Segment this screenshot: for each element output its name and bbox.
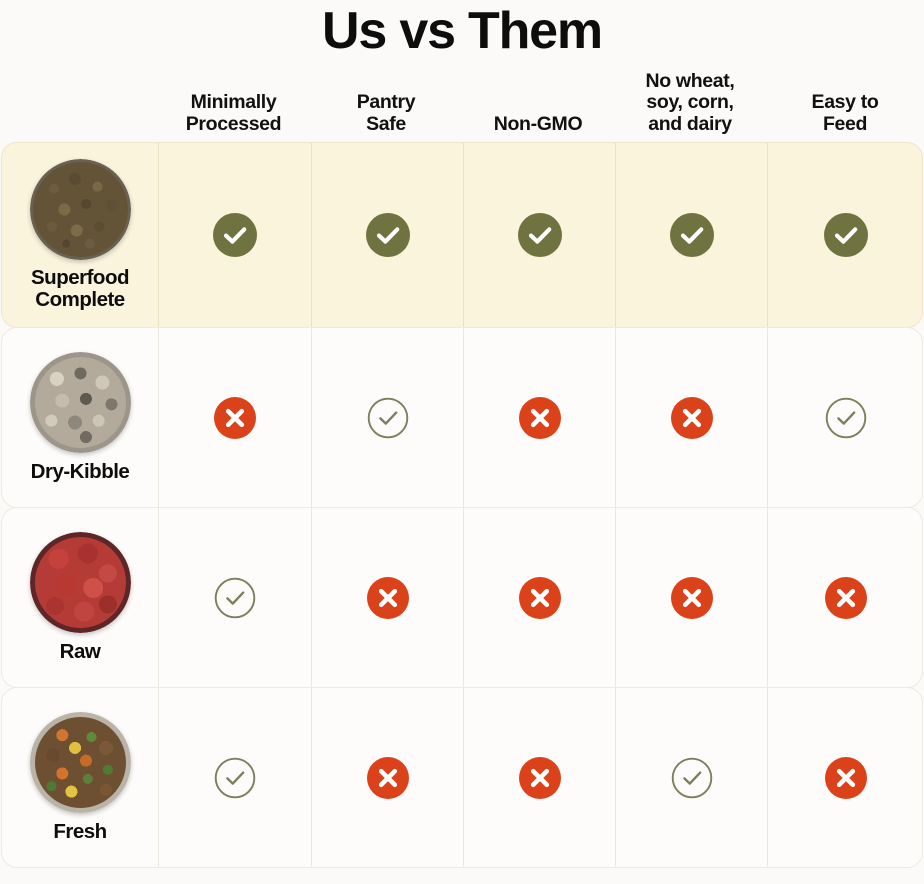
bowl-fresh-food-image (29, 711, 131, 813)
product-label: Dry-Kibble (30, 459, 130, 483)
header-line: and dairy (648, 113, 732, 136)
header-cell-pantry-safe: Pantry Safe (310, 91, 462, 142)
cross-icon (825, 756, 867, 799)
product-label: Raw (59, 639, 101, 663)
cell-minimally-processed (158, 328, 311, 507)
cell-minimally-processed (158, 143, 311, 327)
product-label: Superfood Complete (31, 265, 130, 311)
table-body: Superfood Complete (0, 142, 924, 868)
cell-no-wheat-soy-corn-dairy (615, 328, 767, 507)
check-filled-icon (824, 213, 868, 257)
cell-pantry-safe (311, 508, 463, 687)
cell-easy-to-feed (767, 508, 924, 687)
header-line: Non-GMO (493, 113, 583, 136)
cell-non-gmo (463, 328, 615, 507)
product-label-line: Complete (35, 288, 125, 311)
cross-icon (214, 396, 256, 439)
cell-minimally-processed (158, 688, 311, 867)
bowl-superfood-kibble-image (29, 158, 131, 260)
table-row[interactable]: Dry-Kibble (1, 327, 923, 508)
check-outline-icon (825, 397, 867, 439)
header-line: Easy to (811, 91, 879, 114)
table-row[interactable]: Fresh (1, 687, 923, 868)
product-cell: Dry-Kibble (2, 328, 158, 507)
header-line: Feed (822, 113, 868, 136)
check-outline-icon (367, 397, 409, 439)
cross-icon (518, 576, 561, 619)
table-row[interactable]: Superfood Complete (1, 142, 923, 328)
header-line: Pantry (356, 91, 416, 114)
header-line: soy, corn, (646, 91, 734, 114)
cross-icon (518, 396, 561, 439)
cross-icon (366, 576, 409, 619)
table-row[interactable]: Raw (1, 507, 923, 688)
page-title: Us vs Them (322, 2, 603, 60)
cross-icon (670, 576, 713, 619)
product-cell: Raw (2, 508, 158, 687)
cell-minimally-processed (158, 508, 311, 687)
cross-icon (670, 396, 713, 439)
header-line: Minimally (190, 91, 277, 114)
cross-icon (825, 576, 867, 619)
check-outline-icon (671, 757, 713, 799)
check-filled-icon (517, 213, 562, 257)
header-line: No wheat, (645, 69, 735, 92)
cell-easy-to-feed (767, 328, 924, 507)
cross-icon (518, 756, 561, 799)
cell-no-wheat-soy-corn-dairy (615, 508, 767, 687)
product-cell: Superfood Complete (2, 143, 158, 327)
cell-no-wheat-soy-corn-dairy (615, 688, 767, 867)
cell-non-gmo (463, 688, 615, 867)
header-cell-non-gmo: Non-GMO (462, 113, 614, 142)
product-label-line: Superfood (31, 265, 130, 289)
cross-icon (366, 756, 409, 799)
cell-pantry-safe (311, 688, 463, 867)
cell-pantry-safe (311, 328, 463, 507)
check-filled-icon (213, 213, 257, 257)
header-cell-easy-to-feed: Easy to Feed (766, 91, 924, 142)
table-header-row: Minimally Processed Pantry Safe Non-GMO … (0, 64, 924, 142)
header-line: Safe (366, 113, 406, 136)
cell-easy-to-feed (767, 143, 924, 327)
check-outline-icon (214, 757, 256, 799)
cell-no-wheat-soy-corn-dairy (615, 143, 767, 327)
header-cell-no-wheat-soy-corn-dairy: No wheat, soy, corn, and dairy (614, 69, 766, 142)
check-filled-icon (365, 213, 410, 257)
header-cell-minimally-processed: Minimally Processed (157, 91, 310, 142)
bowl-dry-kibble-image (29, 351, 131, 453)
cell-non-gmo (463, 508, 615, 687)
check-outline-icon (214, 577, 256, 619)
bowl-raw-meat-image (29, 531, 131, 633)
cell-pantry-safe (311, 143, 463, 327)
cell-non-gmo (463, 143, 615, 327)
product-label: Fresh (53, 819, 107, 843)
header-line: Processed (185, 113, 282, 136)
check-filled-icon (669, 213, 714, 257)
product-cell: Fresh (2, 688, 158, 867)
cell-easy-to-feed (767, 688, 924, 867)
